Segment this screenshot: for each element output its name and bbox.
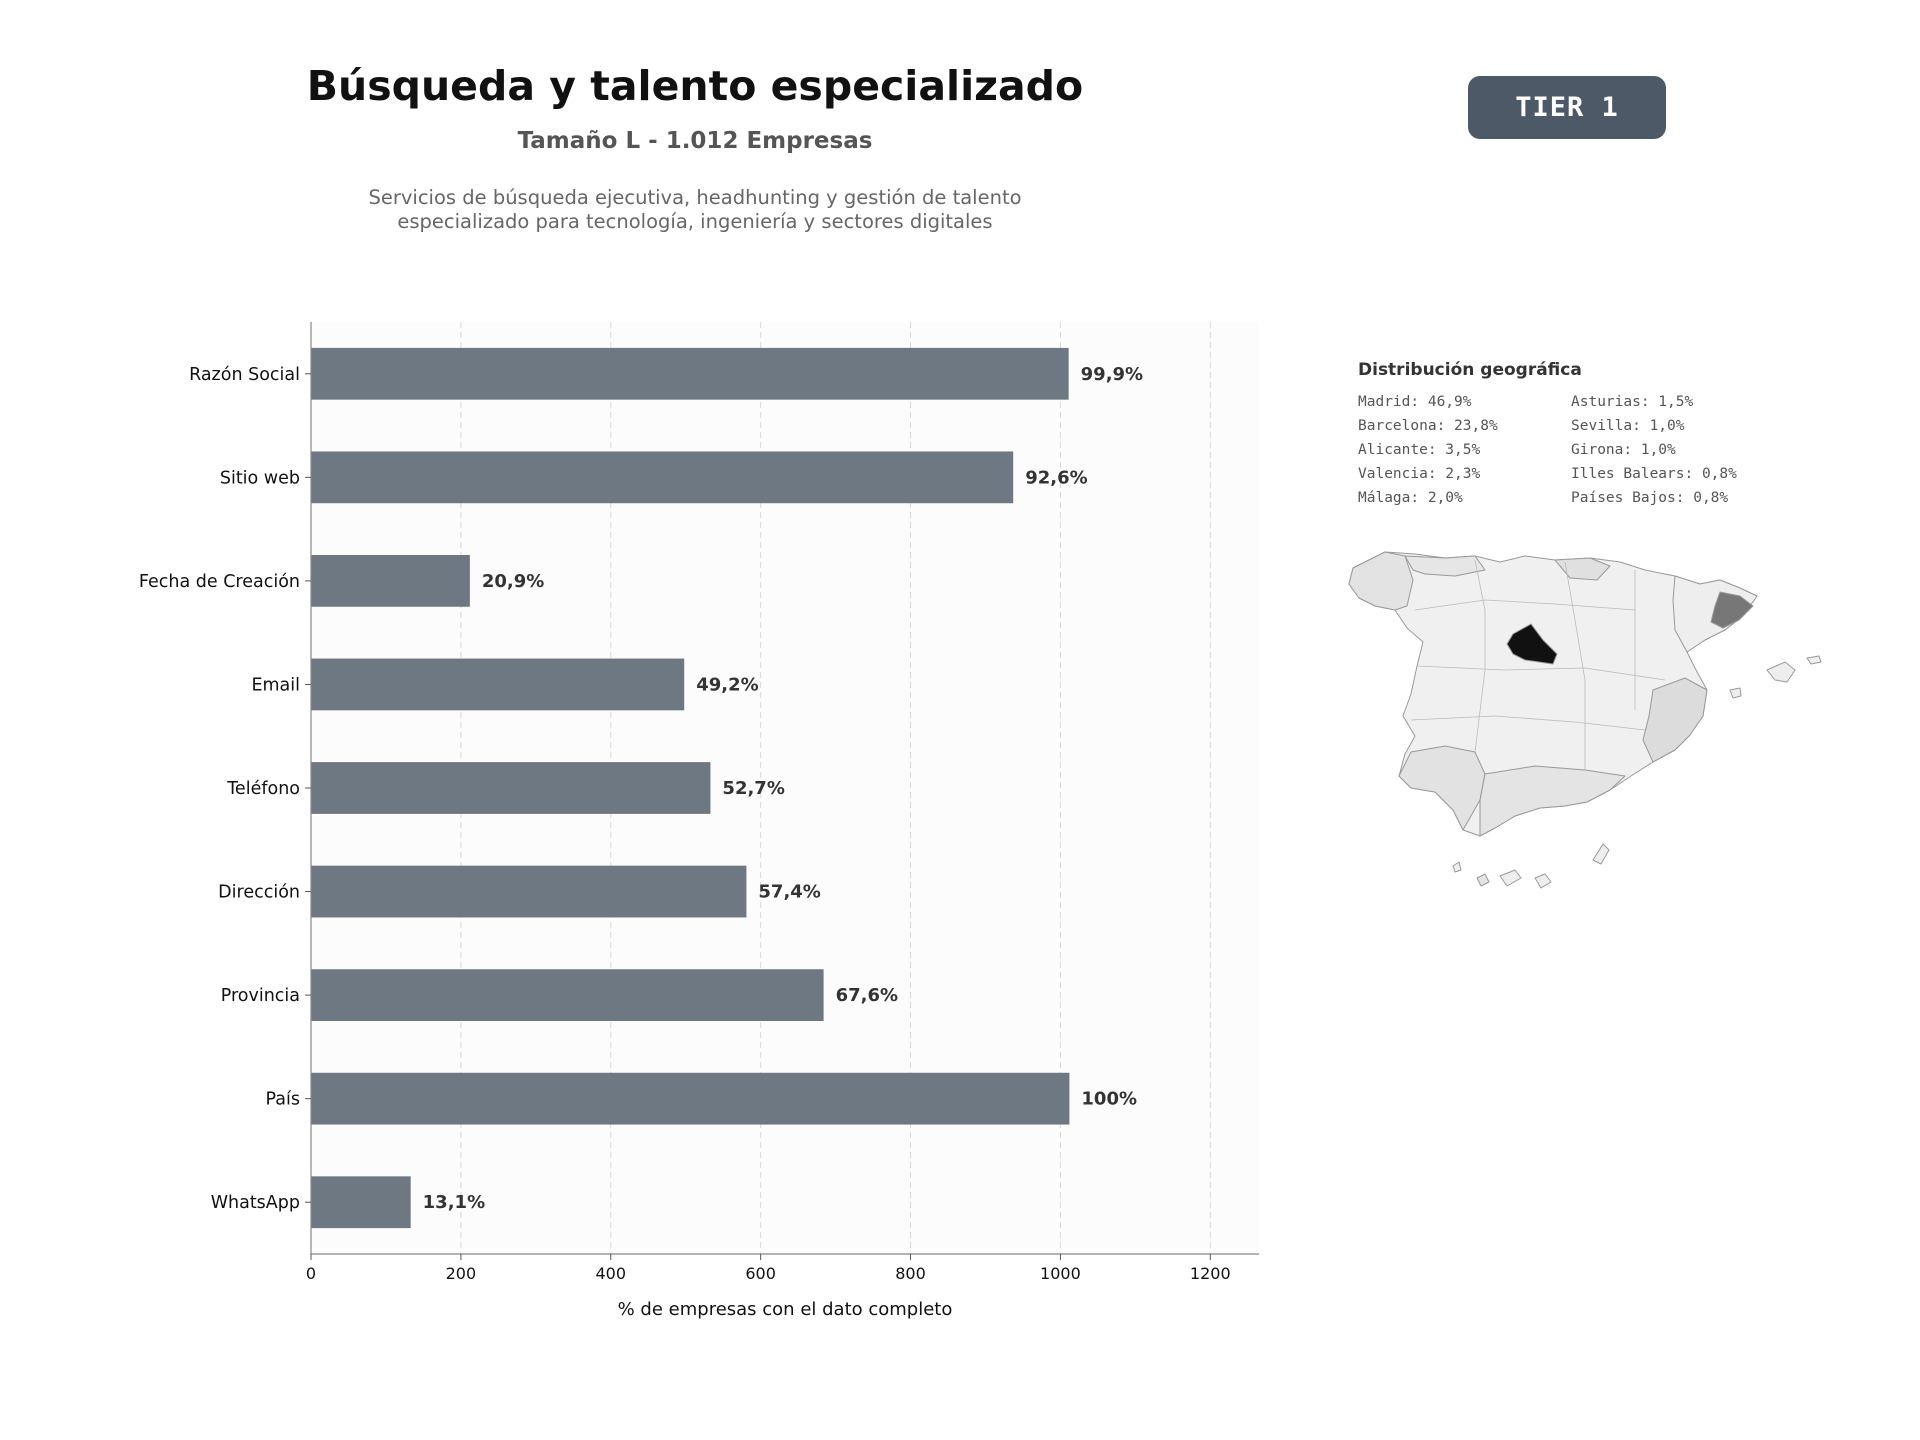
bar — [311, 1176, 411, 1229]
map-canary-3 — [1499, 869, 1522, 887]
map-galicia — [1348, 551, 1414, 611]
x-tick-label: 0 — [306, 1264, 316, 1283]
map-madrid — [1506, 623, 1558, 665]
x-tick-label: 1200 — [1190, 1264, 1231, 1283]
y-tick-label: Razón Social — [189, 365, 300, 385]
geo-item: Asturias: 1,5% — [1571, 394, 1694, 410]
bar-value-label: 13,1% — [423, 1192, 485, 1213]
geo-item: Sevilla: 1,0% — [1571, 418, 1685, 434]
spain-choropleth-map — [1348, 551, 1822, 889]
geo-item: Valencia: 2,3% — [1358, 466, 1481, 482]
geo-item: Barcelona: 23,8% — [1358, 418, 1498, 434]
bars — [311, 347, 1070, 1229]
completeness-bar-chart: 99,9% 92,6% 20,9% 49,2% 52,7% 57,4% 67,6% 100% 1… — [139, 322, 1259, 1320]
geo-item: Países Bajos: 0,8% — [1571, 490, 1729, 506]
geo-item: Málaga: 2,0% — [1358, 490, 1463, 506]
tier-badge: TIER 1 — [1468, 76, 1666, 139]
description-line-2: especializado para tecnología, ingenierí… — [397, 210, 993, 233]
x-tick-label: 200 — [446, 1264, 477, 1283]
map-balearics-menorca — [1806, 655, 1822, 665]
geo-item: Illes Balears: 0,8% — [1571, 466, 1737, 482]
bar — [311, 865, 747, 918]
bar — [311, 969, 824, 1021]
x-tick-label: 400 — [595, 1264, 626, 1283]
bar-value-label: 92,6% — [1025, 467, 1087, 488]
geo-title: Distribución geográfica — [1358, 360, 1582, 380]
map-balearics-ibiza — [1729, 687, 1742, 699]
x-tick-label: 600 — [745, 1264, 776, 1283]
bar-value-label: 49,2% — [696, 674, 758, 695]
map-barcelona — [1710, 591, 1754, 629]
value-labels: 99,9% 92,6% 20,9% 49,2% 52,7% 57,4% 67,6% 100% 1… — [423, 364, 1143, 1213]
y-tick-labels: Razón Social Sitio web Fecha de Creación Em… — [139, 365, 311, 1213]
geo-item: Girona: 1,0% — [1571, 442, 1676, 458]
map-canary-5 — [1452, 861, 1462, 873]
geo-item: Madrid: 46,9% — [1358, 394, 1472, 410]
x-tick-label: 800 — [895, 1264, 926, 1283]
map-andalucia-east — [1479, 765, 1626, 837]
map-canary-4 — [1476, 873, 1490, 887]
bar — [311, 762, 711, 814]
y-tick-label: Sitio web — [220, 468, 300, 488]
x-axis-label: % de empresas con el dato completo — [618, 1299, 953, 1320]
bar — [311, 451, 1014, 504]
y-tick-label: Dirección — [218, 883, 300, 903]
description-line-1: Servicios de búsqueda ejecutiva, headhun… — [368, 186, 1022, 209]
map-balearics-mallorca — [1766, 661, 1796, 683]
page-subtitle: Tamaño L - 1.012 Empresas — [517, 128, 873, 154]
x-tick-labels: 0 200 400 600 800 1000 1200 — [306, 1254, 1231, 1283]
page-title: Búsqueda y talento especializado — [306, 62, 1084, 110]
bar-value-label: 100% — [1081, 1089, 1137, 1110]
y-tick-label: País — [266, 1090, 300, 1110]
y-tick-label: Fecha de Creación — [139, 572, 300, 592]
bar-value-label: 99,9% — [1081, 364, 1143, 385]
map-valencia — [1642, 677, 1708, 763]
map-canary-2 — [1534, 873, 1552, 889]
bar — [311, 347, 1069, 400]
geo-distribution: Distribución geográfica Madrid: 46,9% As… — [1358, 360, 1838, 506]
bar-value-label: 67,6% — [836, 985, 898, 1006]
map-asturias — [1404, 555, 1486, 577]
description: Servicios de búsqueda ejecutiva, headhun… — [200, 186, 1190, 234]
geo-item: Alicante: 3,5% — [1358, 442, 1481, 458]
bar — [311, 1072, 1070, 1125]
y-tick-label: Teléfono — [226, 779, 300, 799]
bar — [311, 658, 685, 711]
bar — [311, 555, 470, 607]
x-tick-label: 1000 — [1040, 1264, 1081, 1283]
y-tick-label: WhatsApp — [211, 1193, 300, 1213]
map-canary-1 — [1592, 843, 1610, 865]
bar-value-label: 20,9% — [482, 571, 544, 592]
map-province-borders — [1410, 559, 1666, 770]
y-tick-label: Provincia — [221, 986, 300, 1006]
bar-value-label: 57,4% — [758, 882, 820, 903]
bar-value-label: 52,7% — [722, 778, 784, 799]
geo-list: Madrid: 46,9% Asturias: 1,5% Barcelona: … — [1358, 394, 1838, 506]
y-tick-label: Email — [251, 675, 300, 695]
